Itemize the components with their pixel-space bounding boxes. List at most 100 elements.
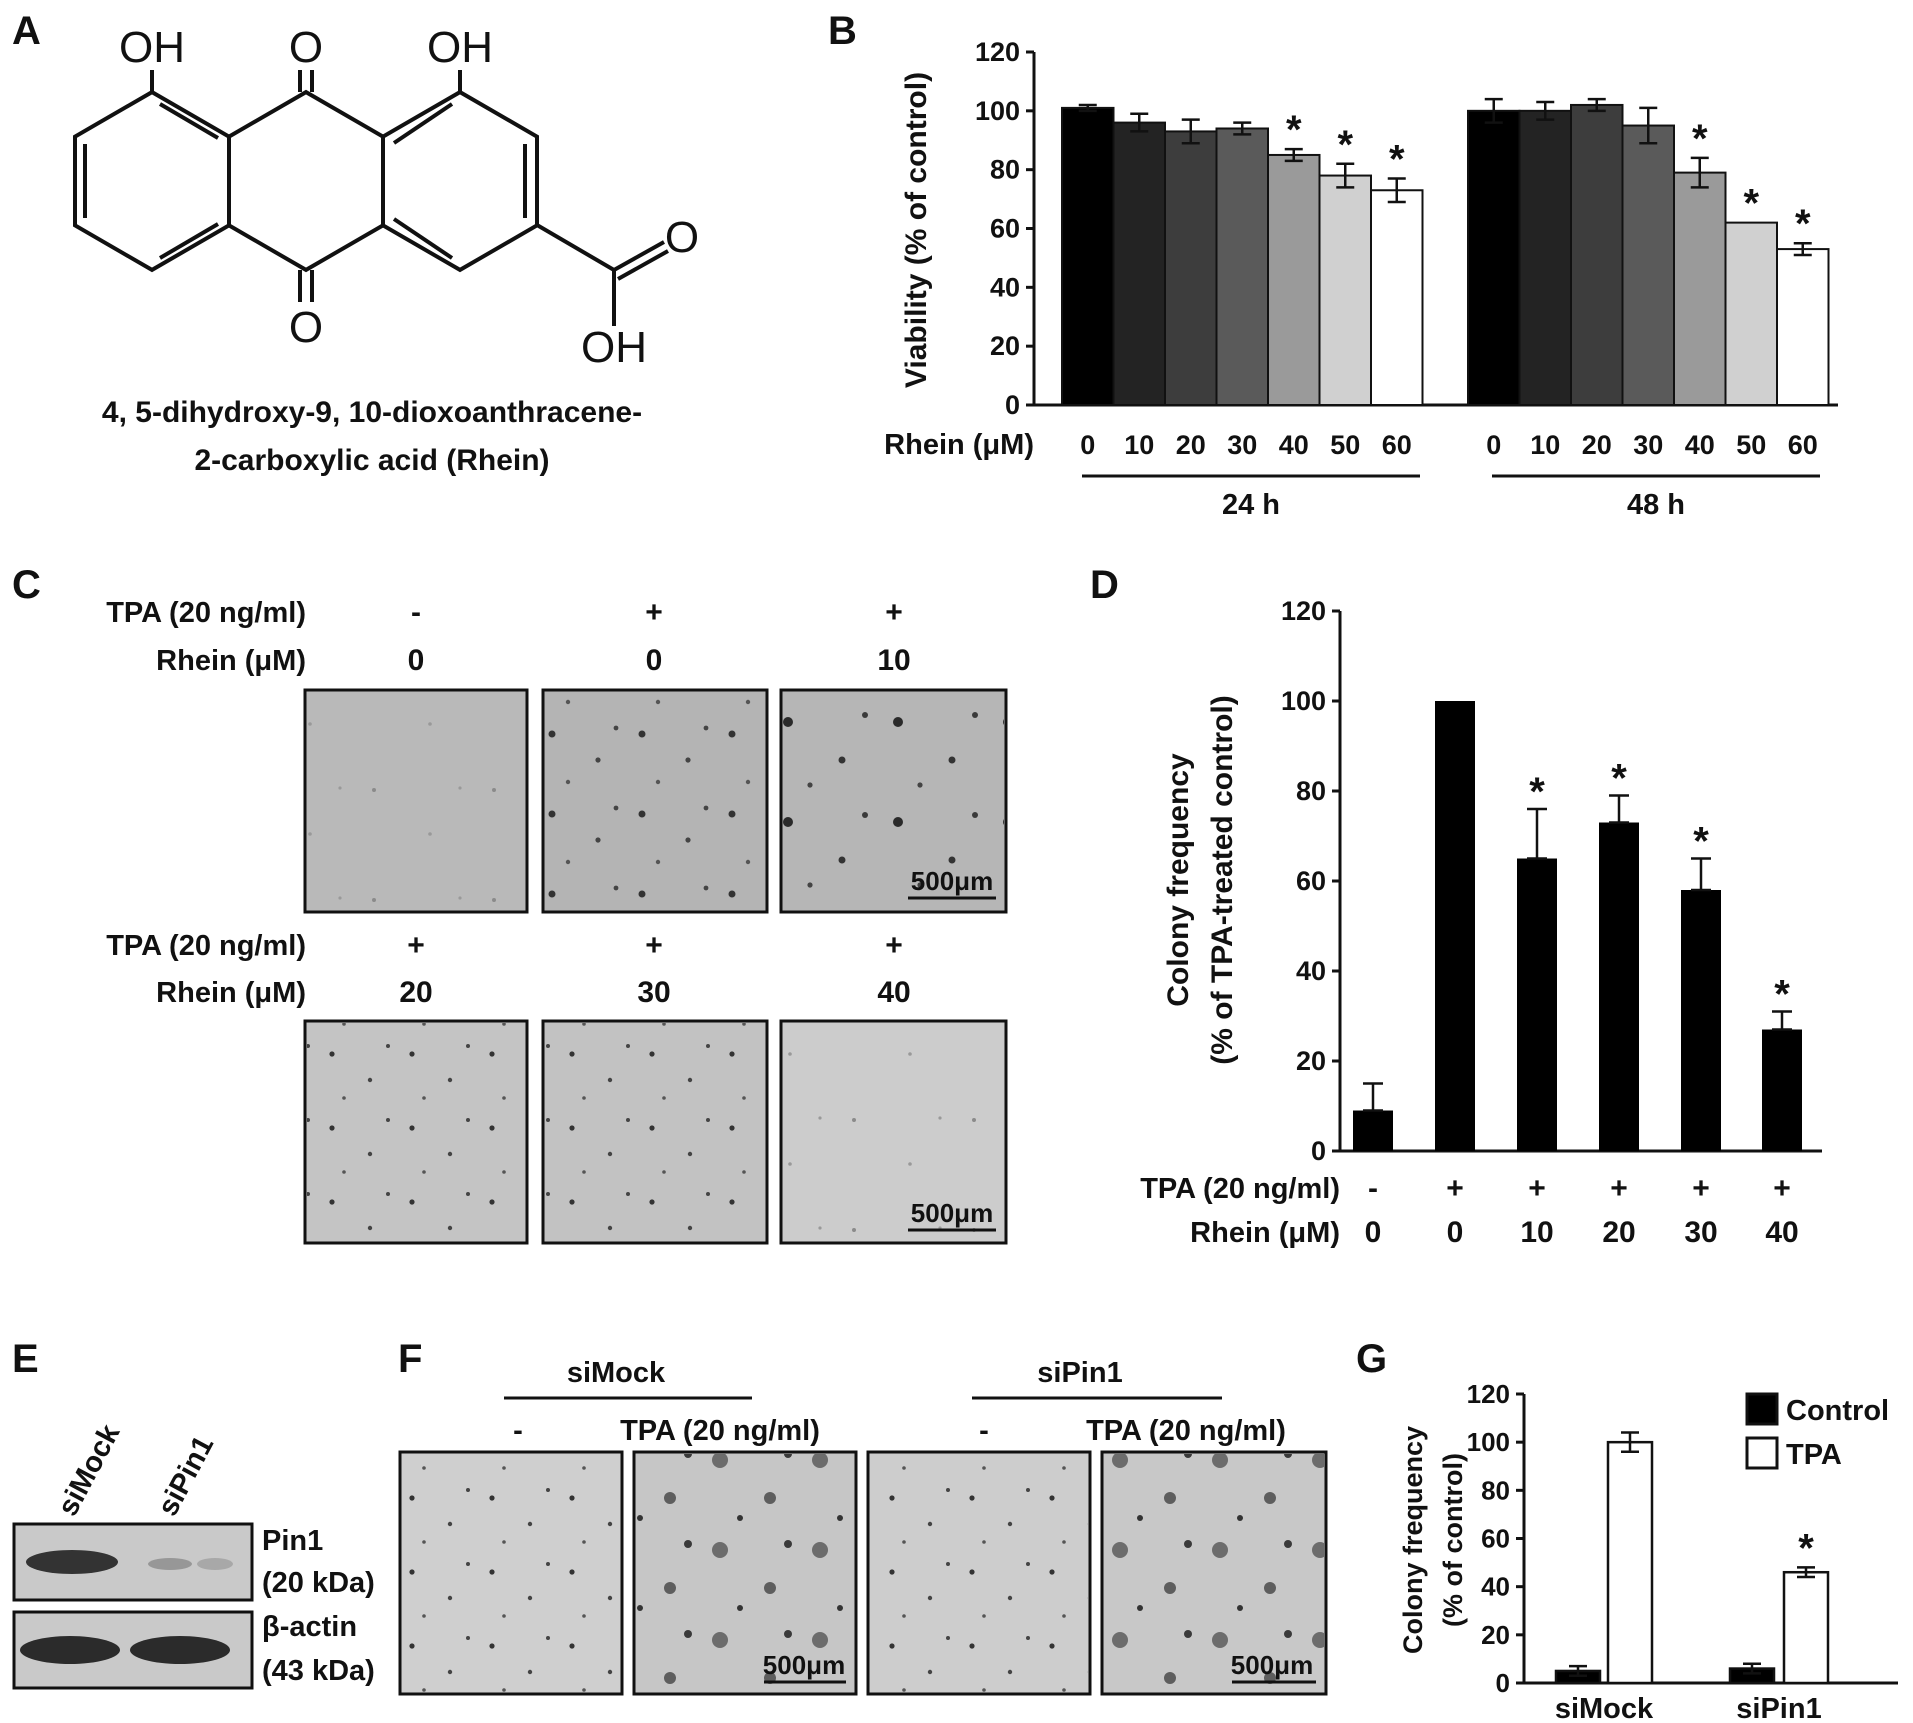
- b-significance-2-50: *: [1743, 182, 1759, 226]
- d-significance-3: *: [1529, 770, 1545, 814]
- d-significance-6: *: [1774, 973, 1790, 1017]
- g-y-axis-label-line1: Colony frequency: [1398, 1426, 1428, 1654]
- d-rhein-condition-4: 20: [1602, 1216, 1635, 1249]
- g-y-tick-label-1: 20: [1481, 1620, 1510, 1650]
- b-x-tick-label-2-40: 40: [1685, 430, 1715, 460]
- b-bar-1-0: [1061, 106, 1115, 407]
- g-legend-swatch-Control: [1745, 1392, 1779, 1426]
- b-significance-2-40: *: [1692, 117, 1708, 161]
- f-condition-3: -: [979, 1415, 989, 1447]
- d-rhein-condition-3: 10: [1520, 1216, 1553, 1249]
- d-bar-3: [1517, 858, 1557, 1151]
- b-bar-2-60: [1776, 248, 1830, 406]
- g-y-tick-label-2: 40: [1481, 1572, 1510, 1602]
- b-group-label-48h: 48 h: [1627, 489, 1685, 521]
- b-bar-2-10: [1518, 109, 1572, 406]
- d-bar-2: [1435, 701, 1475, 1151]
- c-row2-rhein-1: 20: [399, 976, 432, 1009]
- b-group-label-24h: 24 h: [1222, 489, 1280, 521]
- e-blot-beta-actin: [12, 1610, 254, 1690]
- b-bar-1-50: [1318, 174, 1372, 406]
- f-micrograph-3: [866, 1450, 1092, 1696]
- c-row1-tpa-1: -: [411, 596, 421, 629]
- d-y-tick-label-0: 0: [1311, 1136, 1326, 1166]
- e-band-pin1-size: (20 kDa): [262, 1567, 375, 1599]
- g-legend-label-TPA: TPA: [1786, 1439, 1842, 1471]
- b-bar-2-40: [1673, 171, 1727, 406]
- c-row1-tpa-label: TPA (20 ng/ml): [106, 597, 306, 629]
- b-y-tick-label-5: 100: [975, 96, 1020, 126]
- c-micrograph-3: 500μm: [779, 688, 1008, 914]
- rhein-structure: [73, 70, 669, 326]
- b-y-axis-label: Viability (% of control): [900, 72, 933, 388]
- b-bar-1-40: [1267, 153, 1321, 406]
- c-micrograph-6: 500μm: [779, 1019, 1008, 1245]
- c-row1-tpa-2: +: [645, 596, 663, 629]
- e-band-actin-size: (43 kDa): [262, 1655, 375, 1687]
- b-x-tick-label-2-60: 60: [1788, 430, 1818, 460]
- c-micrograph-2: [541, 688, 769, 914]
- f-condition-1: -: [513, 1415, 523, 1447]
- e-lane-label-sipin1: siPin1: [152, 1431, 220, 1521]
- c-row2-rhein-3: 40: [877, 976, 910, 1009]
- d-y-axis-label-line2: (% of TPA-treated control): [1206, 695, 1239, 1064]
- d-tpa-condition-5: +: [1692, 1172, 1710, 1205]
- g-y-tick-label-0: 0: [1496, 1668, 1510, 1698]
- e-band-actin-name: β-actin: [262, 1611, 357, 1643]
- d-tpa-condition-3: +: [1528, 1172, 1546, 1205]
- d-y-tick-label-2: 40: [1296, 956, 1326, 986]
- b-x-tick-label-1-50: 50: [1330, 430, 1360, 460]
- d-rhein-row-label: Rhein (μM): [1190, 1217, 1340, 1249]
- d-y-tick-label-5: 100: [1281, 686, 1326, 716]
- c-row2-rhein-2: 30: [637, 976, 670, 1009]
- b-significance-1-60: *: [1389, 137, 1405, 181]
- b-bar-1-60: [1370, 189, 1424, 406]
- b-x-tick-label-1-20: 20: [1176, 430, 1206, 460]
- c-scale-bar-label-bottom: 500μm: [911, 1198, 993, 1228]
- c-scale-bar-label-top: 500μm: [911, 866, 993, 896]
- d-bar-5: [1681, 890, 1721, 1151]
- g-y-tick-label-5: 100: [1467, 1427, 1510, 1457]
- d-tpa-condition-2: +: [1446, 1172, 1464, 1205]
- b-x-tick-label-2-30: 30: [1633, 430, 1663, 460]
- b-x-tick-label-1-60: 60: [1382, 430, 1412, 460]
- c-row2-tpa-1: +: [407, 929, 425, 962]
- e-blot-pin1: [12, 1522, 254, 1602]
- d-bar-4: [1599, 822, 1639, 1151]
- chart-g: 0 20 40 60 80 100 120 Colony frequency (% of con…: [1398, 1379, 1898, 1723]
- c-row1-rhein-1: 0: [408, 644, 425, 677]
- b-y-tick-label-0: 0: [1005, 390, 1020, 420]
- b-y-tick-label-2: 40: [990, 272, 1020, 302]
- d-tpa-condition-6: +: [1773, 1172, 1791, 1205]
- g-bar-siMock-TPA: [1606, 1440, 1654, 1685]
- e-lane-label-simock: siMock: [52, 1419, 127, 1522]
- f-condition-2: TPA (20 ng/ml): [620, 1415, 820, 1447]
- b-bar-1-20: [1164, 130, 1218, 407]
- b-y-tick-label-6: 120: [975, 37, 1020, 67]
- panel-c: C TPA (20 ng/ml) Rhein (μM) - + + 0 0 10…: [12, 563, 1008, 1245]
- atom-oh-right: OH: [427, 23, 493, 72]
- c-micrograph-5: [541, 1019, 769, 1245]
- panel-label-b: B: [828, 9, 857, 53]
- b-significance-1-40: *: [1286, 108, 1302, 152]
- c-row2-tpa-label: TPA (20 ng/ml): [106, 930, 306, 962]
- b-bar-2-0: [1467, 109, 1521, 406]
- b-x-tick-label-2-50: 50: [1736, 430, 1766, 460]
- c-row1-tpa-3: +: [885, 596, 903, 629]
- atom-oh-acid: OH: [581, 323, 647, 372]
- d-y-tick-label-4: 80: [1296, 776, 1326, 806]
- g-x-tick-label-siPin1: siPin1: [1736, 1693, 1821, 1723]
- chart-d: 0 20 40 60 80 100 120 Colony frequency (% of TPA…: [1162, 596, 1822, 1166]
- b-x-tick-label-2-20: 20: [1582, 430, 1612, 460]
- atom-o-top: O: [289, 23, 323, 72]
- b-y-tick-label-4: 80: [990, 155, 1020, 185]
- b-x-tick-label-2-10: 10: [1530, 430, 1560, 460]
- b-significance-2-60: *: [1795, 202, 1811, 246]
- b-x-tick-label-2-0: 0: [1486, 430, 1501, 460]
- atom-oh-left: OH: [119, 23, 185, 72]
- b-rhein-row-label: Rhein (μM): [884, 429, 1034, 461]
- g-significance-siPin1: *: [1798, 1526, 1814, 1570]
